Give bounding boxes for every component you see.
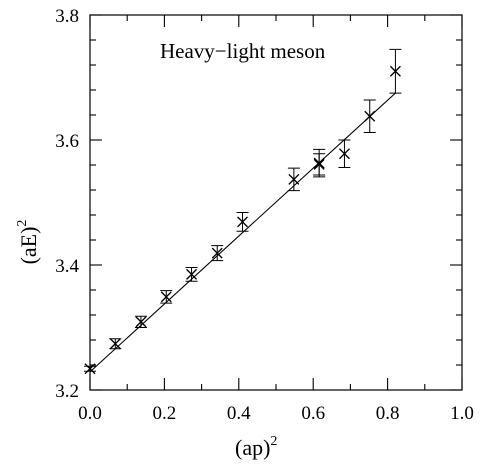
y-tick-label: 3.4 <box>55 256 79 277</box>
x-marker-stroke-b <box>313 158 325 170</box>
y-axis-label-text: (aE) <box>16 227 41 265</box>
x-marker-stroke-b <box>288 173 300 185</box>
x-tick-label: 0.2 <box>153 403 177 424</box>
x-tick-label: 0.6 <box>301 403 325 424</box>
x-marker-stroke-b <box>389 65 401 77</box>
x-marker-stroke-b <box>211 247 223 259</box>
x-marker-stroke-b <box>186 268 198 280</box>
x-marker-stroke-b <box>237 216 248 228</box>
data-point <box>84 363 96 375</box>
y-tick-label: 3.2 <box>55 381 79 402</box>
x-axis-label-text: (ap) <box>235 435 270 460</box>
x-tick-label: 1.0 <box>450 403 474 424</box>
data-point <box>287 167 300 192</box>
x-marker-stroke-b <box>364 110 376 122</box>
data-point <box>313 153 326 176</box>
y-axis-label-sup: 2 <box>15 220 30 227</box>
chart-annotation: Heavy−light meson <box>160 39 326 63</box>
data-point <box>185 267 198 282</box>
data-point <box>134 315 147 328</box>
data-point <box>109 338 122 350</box>
x-axis-label: (ap)2 <box>235 434 277 460</box>
x-marker-stroke-b <box>135 316 147 328</box>
data-point <box>363 99 376 133</box>
x-marker-stroke-b <box>338 148 350 160</box>
x-tick-label: 0.8 <box>376 403 400 424</box>
y-tick-label: 3.8 <box>55 6 79 27</box>
axis-ticks <box>89 14 463 391</box>
axis-tick-labels: 0.0 0.2 0.4 0.6 0.8 1.0 3.2 3.4 3.6 3.8 <box>55 6 474 424</box>
x-axis-label-sup: 2 <box>270 434 277 449</box>
x-marker-stroke-b <box>109 338 121 350</box>
x-tick-label: 0.4 <box>227 403 251 424</box>
data-points <box>84 48 402 375</box>
x-marker-stroke-b <box>160 291 172 303</box>
data-point <box>160 290 173 304</box>
y-axis-label: (aE)2 <box>15 220 41 265</box>
x-marker-stroke-b <box>84 363 96 375</box>
data-point <box>236 212 249 232</box>
fit-line <box>89 92 396 373</box>
x-tick-label: 0.0 <box>78 403 102 424</box>
data-point <box>389 48 402 94</box>
data-point <box>211 245 224 262</box>
data-point <box>338 139 351 168</box>
y-tick-label: 3.6 <box>55 131 79 152</box>
